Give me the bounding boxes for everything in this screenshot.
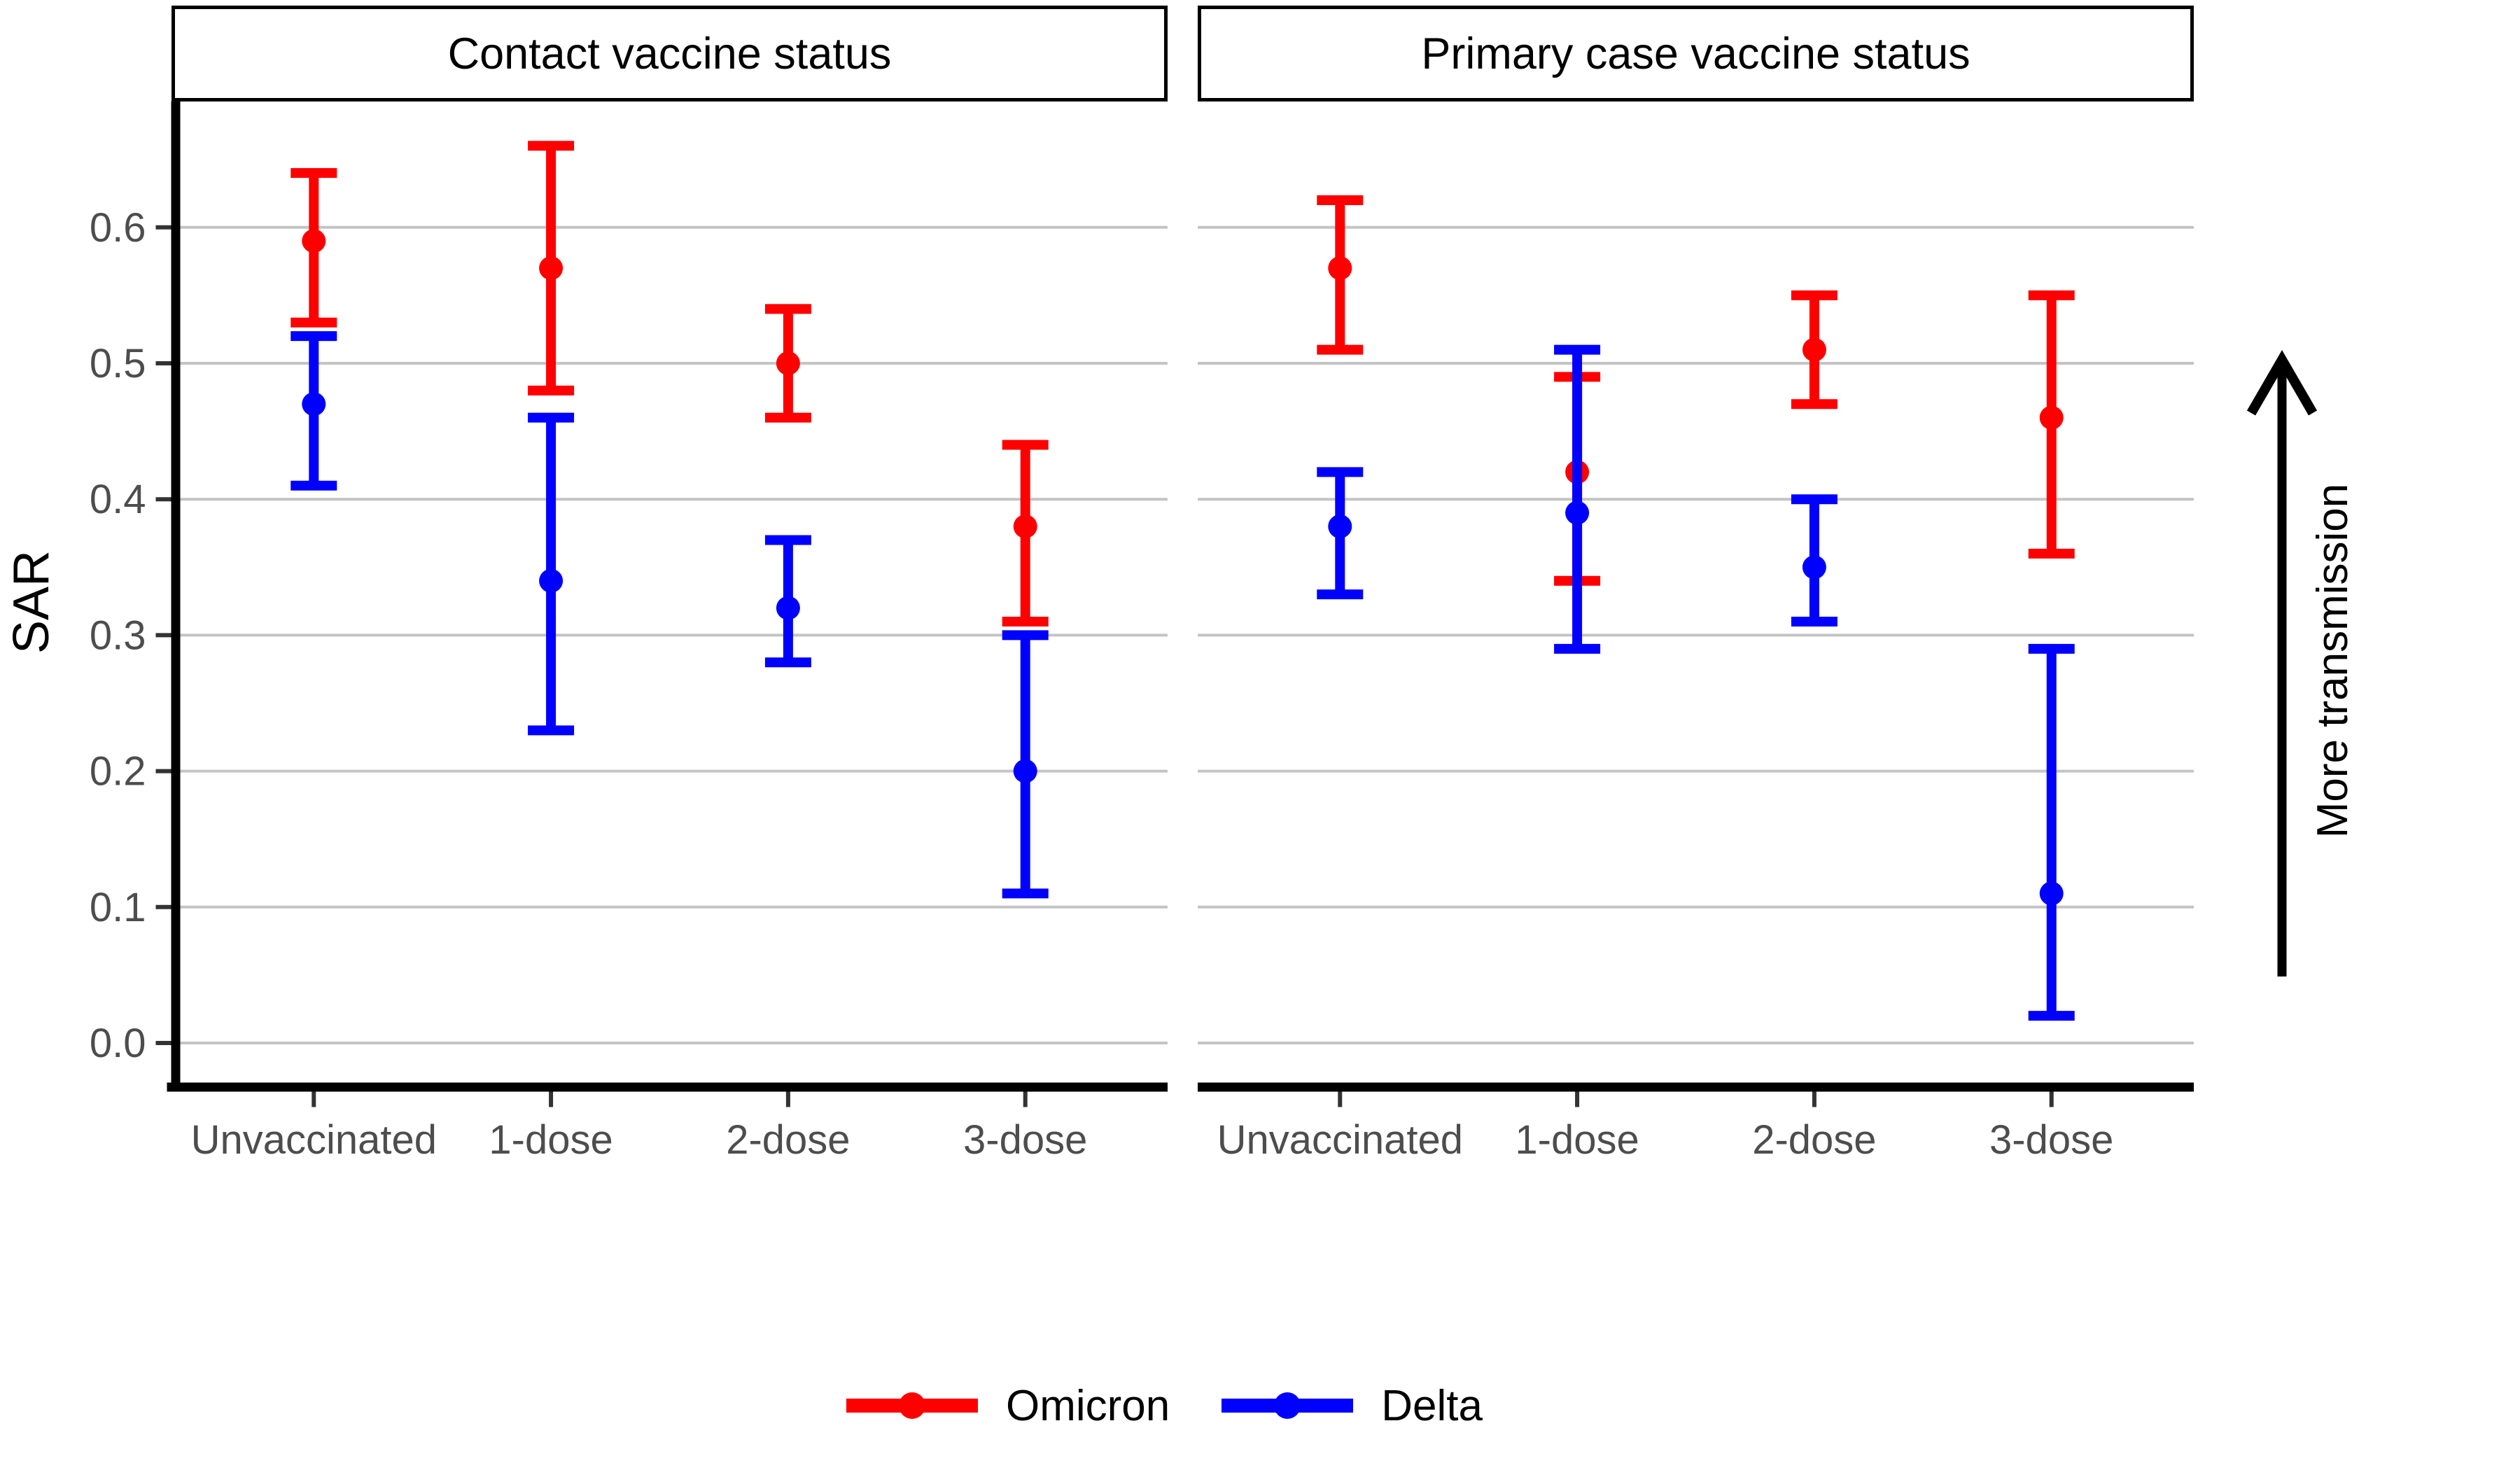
- more-transmission-label: More transmission: [2309, 483, 2357, 839]
- legend: Omicron Delta: [844, 1373, 1483, 1438]
- point-delta-3-dose-panel0: [1013, 759, 1037, 783]
- facet-strip-primary: Primary case vaccine status: [1198, 6, 2194, 102]
- point-delta-2-dose-panel1: [1802, 555, 1826, 580]
- y-tick-label-0.0: 0.0: [90, 1021, 146, 1066]
- y-tick-label-0.4: 0.4: [90, 477, 146, 522]
- legend-item-delta: Delta: [1219, 1373, 1483, 1438]
- legend-item-omicron: Omicron: [844, 1373, 1170, 1438]
- point-omicron-2-dose-panel1: [1802, 337, 1826, 362]
- more-transmission-arrowhead-icon: [2246, 350, 2318, 416]
- point-delta-1-dose-panel1: [1565, 500, 1590, 525]
- point-delta-unvaccinated-panel1: [1328, 514, 1352, 539]
- point-delta-1-dose-panel0: [539, 568, 564, 593]
- point-omicron-1-dose-panel0: [539, 256, 564, 281]
- point-omicron-2-dose-panel0: [776, 351, 800, 375]
- legend-label-delta: Delta: [1381, 1381, 1483, 1430]
- facet-strip-contact: Contact vaccine status: [172, 6, 1168, 102]
- legend-label-omicron: Omicron: [1006, 1381, 1170, 1430]
- x-tick-label-2-dose: 2-dose: [726, 1117, 850, 1163]
- point-omicron-3-dose-panel0: [1013, 514, 1037, 539]
- point-omicron-unvaccinated-panel1: [1328, 256, 1352, 281]
- y-tick-label-0.3: 0.3: [90, 612, 146, 658]
- x-tick-label-3-dose: 3-dose: [963, 1117, 1087, 1163]
- point-delta-2-dose-panel0: [776, 596, 800, 620]
- facet-title-primary: Primary case vaccine status: [1421, 29, 1970, 78]
- x-tick-label-1-dose: 1-dose: [1515, 1117, 1639, 1163]
- y-axis-title: SAR: [4, 550, 59, 654]
- point-omicron-unvaccinated-panel0: [302, 229, 326, 253]
- x-tick-label-Unvaccinated: Unvaccinated: [191, 1117, 437, 1163]
- y-tick-label-0.6: 0.6: [90, 205, 146, 251]
- facet-title-contact: Contact vaccine status: [447, 29, 892, 78]
- y-tick-label-0.2: 0.2: [90, 749, 146, 794]
- point-delta-3-dose-panel1: [2039, 881, 2064, 906]
- delta-key-icon: [1222, 1392, 1354, 1419]
- x-tick-label-3-dose: 3-dose: [1989, 1117, 2113, 1163]
- x-tick-label-1-dose: 1-dose: [489, 1117, 612, 1163]
- y-tick-label-0.1: 0.1: [90, 885, 146, 930]
- x-tick-label-2-dose: 2-dose: [1752, 1117, 1876, 1163]
- x-tick-label-Unvaccinated: Unvaccinated: [1217, 1117, 1463, 1163]
- omicron-key-icon: [846, 1392, 978, 1419]
- y-tick-label-0.5: 0.5: [90, 341, 146, 386]
- point-omicron-3-dose-panel1: [2039, 405, 2064, 430]
- point-delta-unvaccinated-panel0: [302, 392, 326, 416]
